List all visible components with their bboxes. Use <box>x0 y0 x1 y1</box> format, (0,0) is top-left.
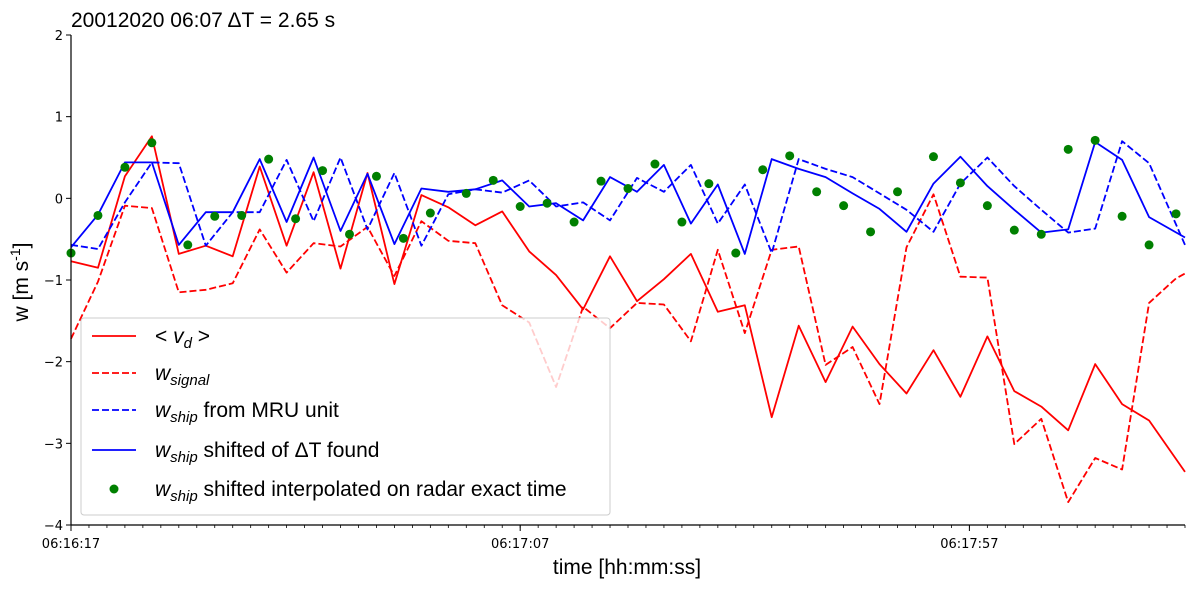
data-point <box>237 210 247 220</box>
legend-item: < vd > <box>92 325 210 352</box>
y-axis-title: w [m s-1] <box>7 243 33 323</box>
data-point <box>1009 225 1019 235</box>
data-point <box>928 152 938 162</box>
data-point <box>1090 135 1100 145</box>
x-axis: 06:16:17 06:17:07 06:17:57 <box>42 525 1186 552</box>
y-tick-label: −2 <box>44 356 63 371</box>
legend-marker <box>109 484 119 494</box>
y-tick-label: 1 <box>55 111 63 126</box>
data-point <box>982 201 992 211</box>
legend-item: wship shifted of ΔT found <box>92 439 379 466</box>
x-tick-label: 06:17:07 <box>491 537 549 552</box>
series-line-2 <box>70 140 1186 254</box>
data-point <box>955 178 965 188</box>
data-point <box>93 210 103 220</box>
y-tick-label: 2 <box>55 29 63 44</box>
data-point <box>839 201 849 211</box>
data-point <box>758 165 768 175</box>
series-ship-interpolated-markers <box>66 135 1181 258</box>
data-point <box>488 175 498 185</box>
legend-label: wsignal <box>155 362 210 389</box>
series-line-3 <box>70 141 1186 255</box>
data-point <box>461 188 471 198</box>
data-point <box>812 187 822 197</box>
data-point <box>515 202 525 211</box>
legend-label: < vd > <box>155 325 210 352</box>
legend-label: wship shifted interpolated on radar exac… <box>155 478 567 505</box>
legend-label: wship from MRU unit <box>155 399 339 426</box>
legend-label: wship shifted of ΔT found <box>155 439 379 466</box>
data-point <box>120 162 130 172</box>
series-line-0 <box>70 135 1186 473</box>
data-point <box>704 179 714 189</box>
y-tick-label: −3 <box>44 437 63 452</box>
data-point <box>1117 211 1127 221</box>
x-tick-label: 06:16:17 <box>42 537 100 552</box>
data-point <box>596 176 606 186</box>
data-point <box>893 187 903 197</box>
data-point <box>210 211 220 221</box>
data-point <box>318 166 328 176</box>
data-point <box>785 151 795 161</box>
series-line-1 <box>70 193 1186 504</box>
data-point <box>1171 209 1181 219</box>
legend-item: wship shifted interpolated on radar exac… <box>109 478 567 505</box>
data-point <box>677 217 687 227</box>
data-point <box>183 240 193 250</box>
legend: < vd > wsignal wship from MRU unit wship sh… <box>80 317 611 516</box>
data-point <box>398 233 408 243</box>
y-tick-label: −1 <box>44 274 63 289</box>
data-point <box>147 138 157 148</box>
legend-item: wsignal <box>92 362 210 389</box>
data-point <box>291 214 301 224</box>
data-point <box>1144 240 1154 250</box>
legend-box <box>80 317 611 516</box>
y-tick-label: 0 <box>55 192 63 207</box>
data-point <box>345 229 354 239</box>
data-point <box>425 208 435 218</box>
axis-spines <box>70 35 1185 526</box>
series-layer <box>66 135 1186 504</box>
x-axis-title: time [hh:mm:ss] <box>553 556 701 579</box>
data-point <box>542 198 552 208</box>
data-point <box>623 184 633 194</box>
data-point <box>371 171 381 181</box>
chart-title: 20012020 06:07 ΔT = 2.65 s <box>71 9 335 32</box>
data-point <box>1036 229 1046 239</box>
data-point <box>866 227 876 237</box>
y-axis: −4 −3 −2 −1 0 1 2 <box>44 29 71 534</box>
data-point <box>264 154 274 164</box>
data-point <box>650 159 660 169</box>
legend-item: wship from MRU unit <box>92 399 339 426</box>
data-point <box>731 248 741 258</box>
y-tick-label: −4 <box>44 519 63 534</box>
x-tick-label: 06:17:57 <box>940 537 998 552</box>
data-point <box>1063 144 1073 154</box>
data-point <box>569 217 579 227</box>
